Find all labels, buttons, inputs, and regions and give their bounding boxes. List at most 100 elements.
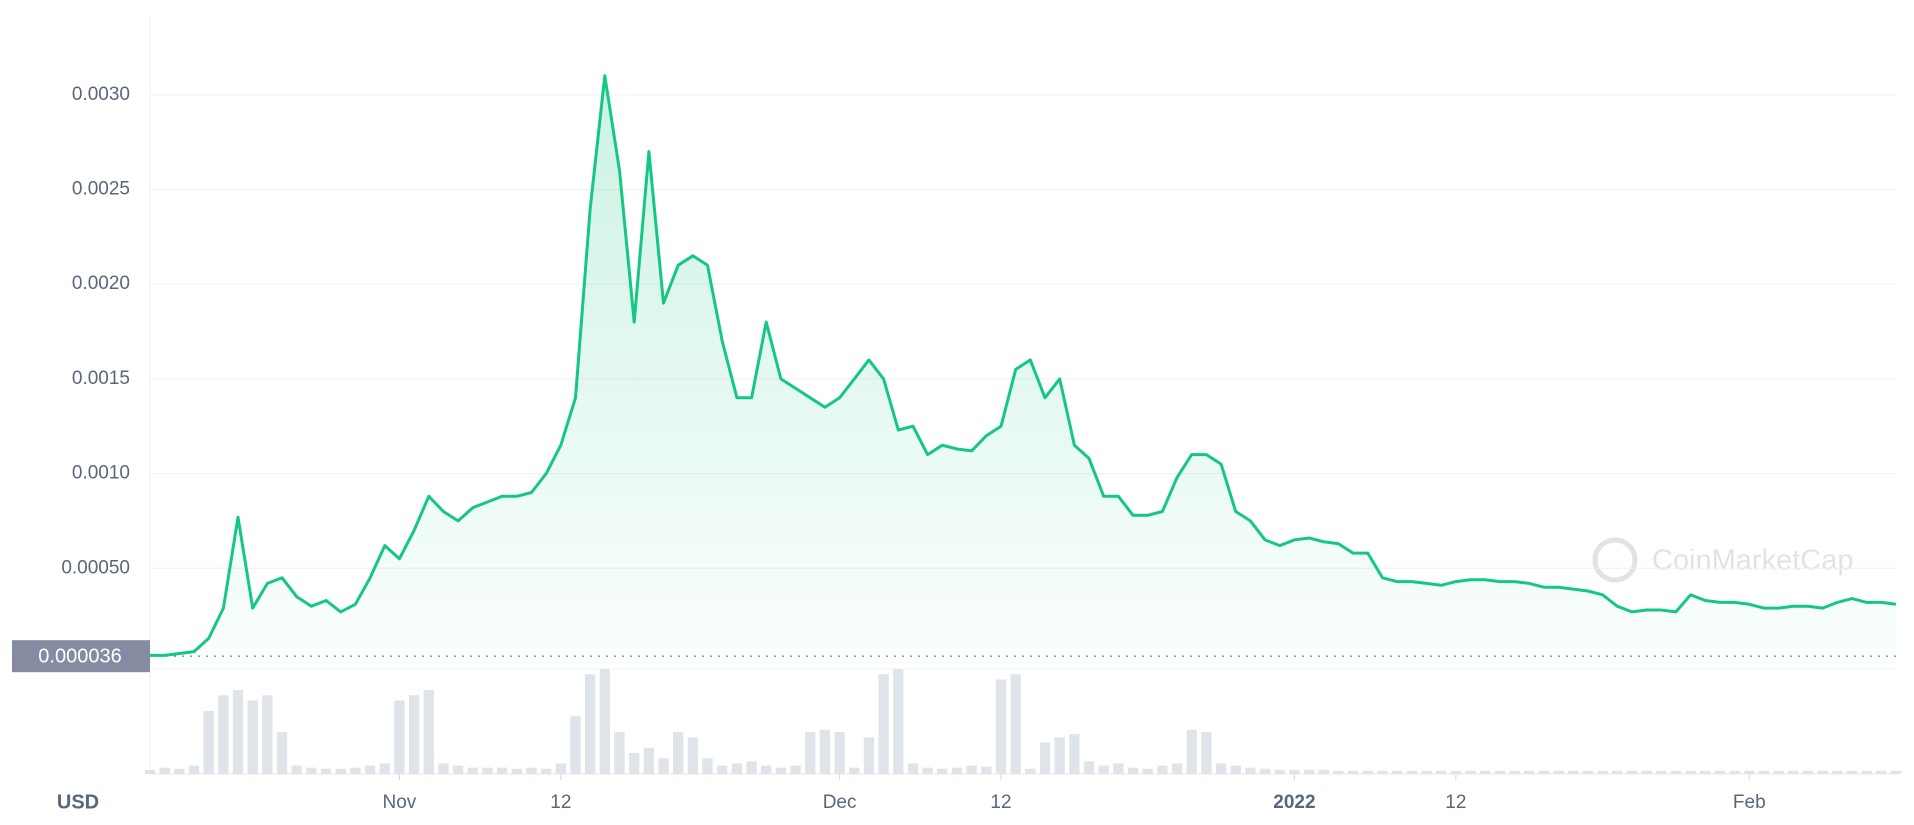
volume-bar — [496, 767, 508, 774]
volume-bar — [585, 674, 596, 774]
volume-bar — [291, 765, 302, 774]
volume-bar — [1480, 770, 1491, 774]
volume-bar — [1098, 765, 1109, 774]
volume-bar — [1010, 674, 1021, 774]
volume-bar — [687, 737, 699, 774]
volume-bar — [1127, 767, 1139, 774]
volume-bar — [805, 732, 816, 774]
volume-bar — [1744, 770, 1755, 774]
volume-bar — [394, 700, 405, 774]
y-tick-label: 0.0025 — [72, 178, 130, 199]
volume-bar — [849, 767, 860, 774]
volume-bar — [1054, 737, 1065, 774]
watermark: CoinMarketCap — [1592, 537, 1853, 583]
volume-bar — [1890, 770, 1902, 774]
volume-bar — [570, 716, 581, 774]
volume-bar — [1274, 769, 1285, 774]
volume-bar — [1509, 770, 1520, 774]
volume-bar — [1494, 770, 1505, 774]
x-tick-label: Feb — [1733, 792, 1766, 813]
volume-bar — [1626, 770, 1638, 774]
volume-bar — [717, 765, 728, 774]
volume-bar — [673, 732, 684, 774]
volume-bar — [262, 695, 273, 774]
volume-bar — [511, 768, 522, 774]
volume-bar — [1303, 769, 1315, 774]
volume-bar — [1846, 770, 1858, 774]
volume-bar — [643, 747, 654, 774]
volume-bar — [1289, 769, 1300, 774]
x-tick-label: 2022 — [1273, 792, 1315, 813]
volume-bar — [819, 729, 831, 774]
volume-bar — [1670, 770, 1682, 774]
baseline-tag — [12, 640, 150, 673]
volume-bar — [1612, 770, 1623, 774]
volume-bar — [1876, 770, 1887, 774]
volume-bar — [937, 768, 948, 774]
volume-bar — [981, 766, 992, 774]
volume-bar — [1377, 770, 1388, 774]
volume-bar — [599, 669, 610, 774]
volume-bar — [878, 674, 889, 774]
volume-bar — [863, 737, 875, 774]
volume-bar — [1802, 770, 1814, 774]
volume-bar — [1406, 770, 1417, 774]
volume-bar — [438, 763, 449, 774]
price-line — [150, 74, 1897, 657]
volume-bar — [1832, 770, 1843, 774]
volume-bar — [1817, 770, 1828, 774]
volume-bar — [951, 767, 963, 774]
volume-bar — [188, 765, 200, 774]
volume-bar — [775, 767, 787, 774]
volume-bar — [306, 767, 317, 774]
volume-bar — [232, 690, 244, 774]
volume-bar — [731, 763, 743, 774]
volume-bar — [526, 767, 537, 774]
volume-bar — [408, 695, 420, 774]
volume-bar — [1436, 770, 1447, 774]
volume-bar — [1142, 768, 1153, 774]
volume-bar — [746, 761, 757, 774]
volume-bar — [144, 769, 156, 774]
volume-bar — [1025, 768, 1036, 774]
volume-bar — [614, 732, 625, 774]
y-tick-label: 0.0020 — [72, 273, 130, 294]
x-tick-label: 12 — [990, 792, 1011, 813]
volume-bar — [247, 700, 258, 774]
volume-bar — [379, 763, 390, 774]
y-tick-label: 0.0010 — [72, 463, 130, 484]
volume-bar — [1347, 770, 1359, 774]
volume-bar — [1714, 770, 1726, 774]
volume-bar — [1392, 770, 1403, 774]
volume-bar — [203, 711, 214, 774]
y-tick-label: 0.0030 — [72, 84, 130, 105]
volume-bar — [1700, 770, 1711, 774]
baseline-label: 0.000036 — [38, 645, 121, 667]
volume-bar — [1568, 770, 1579, 774]
volume-bar — [761, 765, 772, 774]
volume-bar — [276, 732, 288, 774]
volume-bar — [1773, 770, 1784, 774]
price-area — [150, 75, 1896, 664]
volume-bar — [1538, 770, 1550, 774]
volume-bar — [629, 753, 640, 774]
y-tick-label: 0.0015 — [72, 368, 130, 389]
volume-bar — [893, 669, 904, 774]
volume-bar — [1083, 761, 1095, 774]
volume-bar — [1259, 768, 1271, 774]
volume-bar — [1656, 770, 1667, 774]
volume-bar — [834, 732, 845, 774]
x-tick-label: Nov — [383, 792, 417, 813]
volume-bar — [1788, 770, 1799, 774]
volume-bar — [1362, 770, 1373, 774]
volume-bar — [1758, 770, 1770, 774]
volume-bar — [174, 768, 185, 774]
volume-bar — [467, 767, 478, 774]
volume-bar — [218, 695, 229, 774]
volume-bar — [1039, 742, 1051, 774]
volume-bar — [350, 767, 361, 774]
volume-bar — [922, 767, 933, 774]
volume-bar — [1157, 765, 1168, 774]
watermark-text: CoinMarketCap — [1652, 545, 1853, 577]
